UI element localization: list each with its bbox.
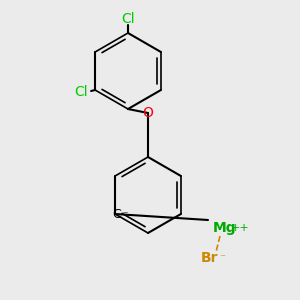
Text: ++: ++ [231,223,249,233]
Text: Cl: Cl [121,12,135,26]
Text: ·⁻: ·⁻ [119,210,129,220]
Text: Mg: Mg [213,221,237,235]
Text: Cl: Cl [74,85,88,99]
Text: O: O [142,106,153,120]
Text: Br: Br [201,251,219,265]
Text: ⁻: ⁻ [219,253,225,263]
Text: C: C [113,208,122,221]
